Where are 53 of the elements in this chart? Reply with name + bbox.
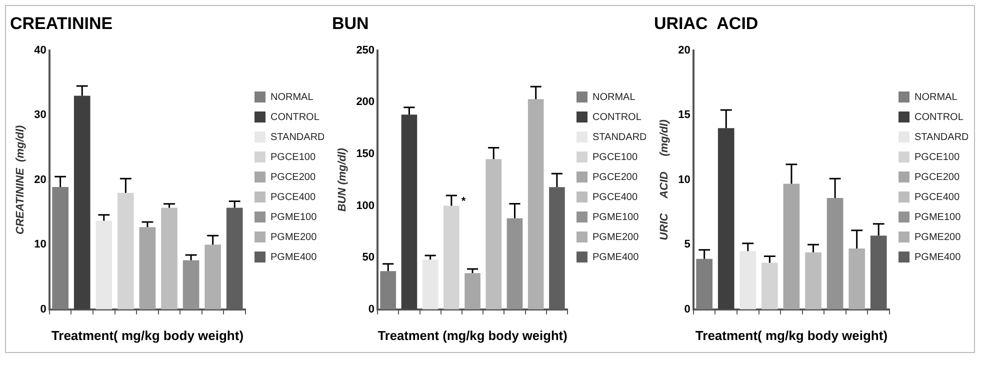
- legend-label: CONTROL: [270, 112, 320, 123]
- y-tick-label: 0: [684, 303, 690, 316]
- legend-label: CONTROL: [592, 112, 642, 123]
- x-axis-title: Treatment (mg/kg body weight): [378, 328, 568, 343]
- legend-label: PGCE100: [270, 152, 316, 163]
- legend-label: PGCE100: [914, 152, 960, 163]
- y-tick-label: 20: [678, 44, 690, 56]
- y-axis-title: URIC ACID (mg/dl): [658, 119, 671, 240]
- legend-label: PGCE200: [914, 172, 960, 183]
- legend-label: PGCE400: [270, 192, 316, 203]
- legend-label: PGME400: [914, 252, 962, 263]
- legend-label: CONTROL: [914, 112, 964, 123]
- y-tick-label: 0: [40, 303, 46, 316]
- chart-title: BUN: [332, 14, 369, 33]
- y-tick-label: 10: [34, 238, 46, 251]
- legend-label: STANDARD: [914, 132, 969, 143]
- legend-label: PGME200: [914, 232, 962, 243]
- y-tick-label: 200: [356, 96, 375, 108]
- legend-label: PGME100: [592, 212, 640, 223]
- y-tick-label: 40: [34, 44, 46, 56]
- legend-label: PGME200: [270, 232, 318, 243]
- y-tick-label: 15: [678, 109, 690, 122]
- y-tick-label: 50: [362, 252, 375, 264]
- y-axis-title: CREATININE (mg/dl): [14, 124, 27, 234]
- legend-label: PGCE200: [592, 172, 638, 183]
- legend-label: PGME100: [914, 212, 962, 223]
- legend-label: STANDARD: [592, 132, 647, 143]
- y-tick-label: 30: [34, 109, 46, 122]
- legend-label: NORMAL: [592, 92, 636, 103]
- legend-label: NORMAL: [914, 92, 958, 103]
- legend-label: PGME400: [592, 252, 640, 263]
- legend-label: PGCE400: [914, 192, 960, 203]
- y-tick-label: 10: [678, 174, 690, 186]
- y-axis-title: BUN (mg/dl): [336, 148, 349, 212]
- legend-label: PGCE100: [592, 152, 638, 163]
- y-tick-label: 250: [356, 44, 375, 56]
- legend-label: STANDARD: [270, 132, 325, 143]
- y-tick-label: 5: [684, 238, 690, 251]
- chart-title: CREATININE: [10, 14, 113, 33]
- data-label: *: [461, 195, 466, 208]
- legend-label: NORMAL: [270, 92, 314, 103]
- y-tick-label: 100: [356, 200, 375, 212]
- y-tick-label: 0: [368, 303, 375, 316]
- y-tick-label: 20: [34, 174, 46, 186]
- chart-title: URIAC ACID: [654, 14, 758, 33]
- legend-label: PGME200: [592, 232, 640, 243]
- legend-label: PGME100: [270, 212, 318, 223]
- legend-label: PGCE400: [592, 192, 638, 203]
- legend-label: PGME400: [270, 252, 318, 263]
- y-tick-label: 150: [356, 148, 375, 160]
- legend-label: PGCE200: [270, 172, 316, 183]
- x-axis-title: Treatment( mg/kg body weight): [695, 328, 888, 343]
- x-axis-title: Treatment( mg/kg body weight): [51, 328, 244, 343]
